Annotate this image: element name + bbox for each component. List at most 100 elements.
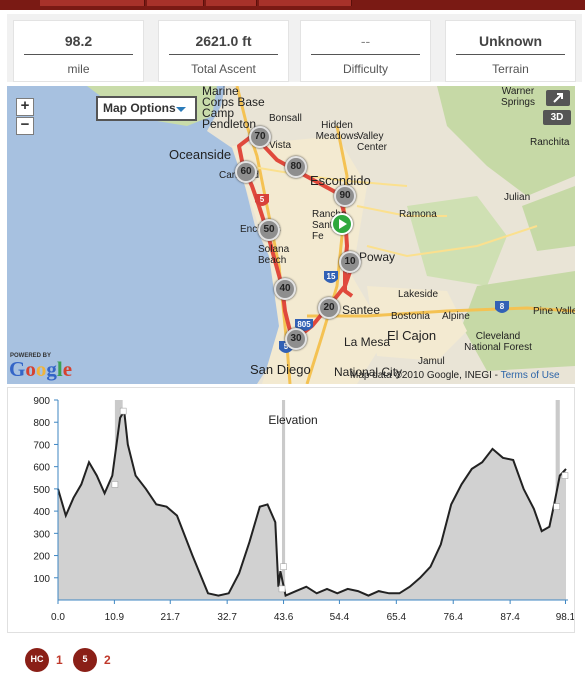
mile-marker[interactable]: 30 bbox=[285, 328, 307, 350]
mile-marker[interactable]: 40 bbox=[274, 278, 296, 300]
x-tick-label: 65.4 bbox=[387, 612, 407, 623]
stat-value: 98.2 bbox=[64, 33, 93, 49]
climb-marker[interactable] bbox=[561, 472, 569, 479]
x-tick-label: 98.1 bbox=[556, 612, 574, 623]
map-place-label: Poway bbox=[359, 250, 396, 264]
x-tick-label: 21.7 bbox=[161, 612, 181, 623]
stat-value: 2621.0 ft bbox=[195, 33, 252, 49]
park-region bbox=[462, 271, 575, 371]
map-place-label: Oceanside bbox=[169, 147, 232, 162]
map-place-label: Bostonia bbox=[391, 311, 430, 322]
elevation-area bbox=[58, 411, 566, 600]
highway-shield: 8 bbox=[495, 301, 509, 313]
y-tick-label: 800 bbox=[33, 418, 50, 429]
view-3d-button[interactable]: 3D bbox=[543, 110, 571, 125]
map-place-label: Alpine bbox=[442, 311, 470, 322]
stat-difficulty: -- Difficulty bbox=[300, 20, 431, 82]
map-place-label: Lakeside bbox=[398, 289, 439, 300]
mile-marker[interactable]: 10 bbox=[339, 251, 361, 273]
map-place-label: Rancho Santa Fe bbox=[312, 209, 347, 242]
climb-marker[interactable] bbox=[553, 503, 560, 510]
map-place-label: Valley Center bbox=[357, 131, 388, 153]
climb-count: 1 bbox=[56, 653, 63, 667]
expand-icon bbox=[553, 93, 563, 103]
terms-of-use-link[interactable]: Terms of Use bbox=[500, 370, 560, 381]
highway-shield: 5 bbox=[255, 194, 269, 206]
map-options-label: Map Options bbox=[103, 101, 176, 115]
chevron-down-icon bbox=[176, 107, 186, 112]
mile-marker[interactable]: 60 bbox=[235, 161, 257, 183]
map-place-label: Escondido bbox=[310, 173, 371, 188]
climb-band bbox=[281, 400, 286, 600]
map-options-dropdown[interactable]: Map Options bbox=[96, 96, 197, 121]
highway-road bbox=[307, 306, 575, 318]
hc-climb-icon[interactable]: HC bbox=[25, 648, 49, 672]
stat-label: Difficulty bbox=[342, 62, 389, 76]
route-map[interactable]: 5 15 805 8 5 Marine Corps Base Camp Pend… bbox=[7, 86, 575, 384]
map-place-label: Bonsall bbox=[269, 113, 302, 124]
climb-marker[interactable] bbox=[278, 585, 286, 593]
mile-marker[interactable]: 90 bbox=[334, 185, 356, 207]
road bbox=[356, 205, 447, 217]
mile-marker[interactable]: 70 bbox=[249, 126, 271, 148]
climb-marker[interactable] bbox=[111, 481, 119, 488]
y-tick-label: 500 bbox=[33, 485, 50, 496]
cat5-climb-icon[interactable]: 5 bbox=[73, 648, 97, 672]
map-place-label: Solana Beach bbox=[258, 244, 290, 266]
y-tick-label: 600 bbox=[33, 463, 50, 474]
powered-by-label: POWERED BY bbox=[10, 353, 52, 359]
stat-label: mile bbox=[67, 62, 90, 76]
map-place-label: Ramona bbox=[399, 209, 437, 220]
stat-label: Terrain bbox=[492, 62, 529, 76]
svg-text:5: 5 bbox=[284, 342, 289, 351]
divider bbox=[311, 54, 420, 55]
park-region bbox=[437, 86, 575, 196]
zoom-out-button[interactable]: − bbox=[16, 117, 34, 135]
ocean bbox=[7, 86, 282, 384]
chart-title: Elevation bbox=[268, 413, 317, 427]
x-tick-label: 87.4 bbox=[500, 612, 520, 623]
nav-tab[interactable] bbox=[147, 0, 204, 6]
climb-marker[interactable] bbox=[119, 407, 127, 415]
svg-text:805: 805 bbox=[297, 320, 311, 329]
map-place-label: La Mesa bbox=[344, 335, 391, 349]
x-tick-label: 76.4 bbox=[443, 612, 463, 623]
nav-tab[interactable] bbox=[259, 0, 352, 6]
svg-text:5: 5 bbox=[260, 195, 265, 204]
start-marker[interactable] bbox=[331, 213, 353, 235]
map-attribution: Map data ©2010 Google, INEGI - Terms of … bbox=[350, 370, 560, 381]
map-place-label: Pine Valley bbox=[533, 306, 575, 317]
mile-marker[interactable]: 50 bbox=[258, 219, 280, 241]
urban-area bbox=[367, 286, 467, 361]
x-tick-label: 10.9 bbox=[105, 612, 125, 623]
map-place-label: Santee bbox=[342, 303, 381, 317]
x-tick-label: 43.6 bbox=[274, 612, 294, 623]
map-place-label: San Diego bbox=[250, 362, 311, 377]
climb-marker[interactable] bbox=[280, 563, 287, 570]
road bbox=[366, 225, 538, 258]
map-place-label: Warner Springs bbox=[501, 86, 535, 108]
mile-marker[interactable]: 80 bbox=[285, 156, 307, 178]
x-tick-label: 32.7 bbox=[217, 612, 237, 623]
y-tick-label: 200 bbox=[33, 552, 50, 563]
nav-tab[interactable] bbox=[40, 0, 145, 6]
google-logo: Google bbox=[9, 357, 73, 381]
zoom-in-button[interactable]: + bbox=[16, 98, 34, 116]
y-tick-label: 900 bbox=[33, 396, 50, 407]
map-place-label: Ranchita bbox=[530, 137, 570, 148]
elevation-line bbox=[57, 408, 567, 598]
map-place-label: Hidden Meadows bbox=[315, 120, 359, 142]
road bbox=[246, 165, 408, 187]
park-region bbox=[407, 196, 507, 286]
mile-marker[interactable]: 20 bbox=[318, 297, 340, 319]
stat-value: Unknown bbox=[479, 33, 542, 49]
map-place-label: Jamul bbox=[418, 356, 445, 367]
divider bbox=[169, 54, 278, 55]
divider bbox=[24, 54, 133, 55]
expand-map-button[interactable] bbox=[546, 90, 570, 106]
nav-tab[interactable] bbox=[206, 0, 257, 6]
map-place-label: Vista bbox=[269, 140, 292, 151]
map-place-label: National City bbox=[334, 365, 403, 379]
stat-distance: 98.2 mile bbox=[13, 20, 144, 82]
divider bbox=[456, 54, 565, 55]
